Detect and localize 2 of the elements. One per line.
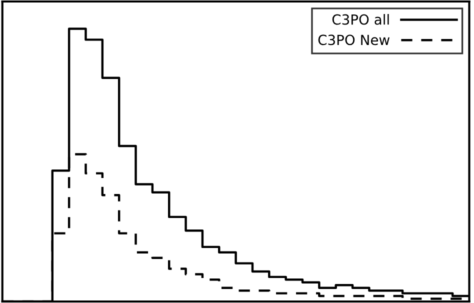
legend-label: C3PO New	[318, 34, 390, 46]
legend-label: C3PO all	[332, 14, 389, 25]
